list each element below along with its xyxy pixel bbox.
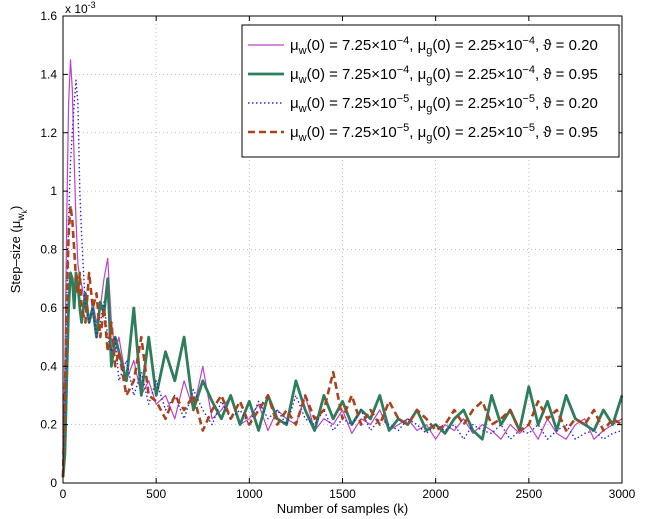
x-tick-label: 2500 xyxy=(515,487,542,501)
y-tick-label: 0.8 xyxy=(40,243,57,257)
y-tick-label: 1.6 xyxy=(40,9,57,23)
legend-label: μw(0) = 7.25×10−5, μg(0) = 2.25×10−5, ϑ … xyxy=(290,122,598,144)
x-tick-label: 3000 xyxy=(609,487,636,501)
y-tick-label: 0.4 xyxy=(40,359,57,373)
y-tick-label: 1 xyxy=(50,184,57,198)
series-line-4 xyxy=(61,204,623,478)
legend-box xyxy=(241,24,620,158)
x-tick-label: 2000 xyxy=(422,487,449,501)
legend-label: μw(0) = 7.25×10−4, μg(0) = 2.25×10−4, ϑ … xyxy=(290,35,598,57)
y-tick-label: 0.2 xyxy=(40,418,57,432)
legend-entry-2: μw(0) = 7.25×10−4, μg(0) = 2.25×10−4, ϑ … xyxy=(248,64,598,86)
x-tick-label: 500 xyxy=(146,487,166,501)
legend-label: μw(0) = 7.25×10−4, μg(0) = 2.25×10−4, ϑ … xyxy=(290,64,598,86)
legend-entry-1: μw(0) = 7.25×10−4, μg(0) = 2.25×10−4, ϑ … xyxy=(248,35,598,57)
legend: μw(0) = 7.25×10−4, μg(0) = 2.25×10−4, ϑ … xyxy=(241,24,620,158)
x-tick-label: 1000 xyxy=(236,487,263,501)
x-axis-label: Number of samples (k) xyxy=(277,501,408,516)
y-scale-exponent: x 10-3 xyxy=(65,0,96,16)
y-tick-label: 1.4 xyxy=(40,67,57,81)
y-tick-label: 0.6 xyxy=(40,301,57,315)
x-tick-label: 1500 xyxy=(329,487,356,501)
y-tick-label: 0 xyxy=(50,476,57,490)
legend-label: μw(0) = 7.25×10−5, μg(0) = 2.25×10−5, ϑ … xyxy=(290,93,598,115)
legend-entry-3: μw(0) = 7.25×10−5, μg(0) = 2.25×10−5, ϑ … xyxy=(248,93,598,115)
y-tick-label: 1.2 xyxy=(40,126,57,140)
series-lines xyxy=(61,59,624,478)
legend-entry-4: μw(0) = 7.25×10−5, μg(0) = 2.25×10−5, ϑ … xyxy=(248,122,598,144)
x-tick-label: 0 xyxy=(60,487,67,501)
axis-ticks: 0 500 1000 1500 2000 2500 3000 0 0.2 0.4 0.6 0.8 1 1.… xyxy=(40,9,635,501)
y-axis-label: Step–size (μwk) xyxy=(8,206,29,294)
